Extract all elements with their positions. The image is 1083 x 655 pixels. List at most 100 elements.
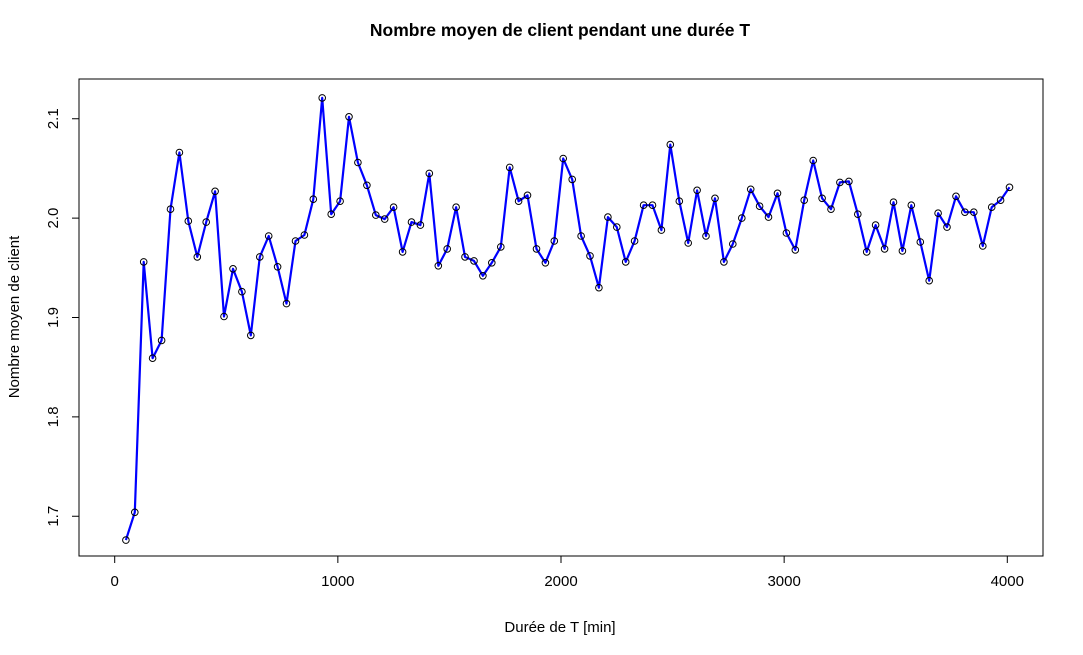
data-point — [675, 197, 684, 205]
data-point — [845, 177, 853, 186]
data-point — [693, 186, 701, 195]
data-point — [621, 258, 630, 266]
data-point — [987, 203, 996, 211]
data-point — [238, 287, 246, 296]
data-point — [256, 253, 264, 261]
data-point — [595, 283, 603, 292]
data-point — [318, 94, 327, 102]
data-point — [729, 240, 737, 248]
data-point — [327, 210, 336, 218]
data-point — [372, 211, 380, 219]
data-point — [220, 312, 228, 321]
data-point — [648, 201, 657, 209]
data-point — [184, 217, 193, 225]
data-point — [970, 208, 978, 216]
data-point — [434, 262, 443, 270]
data-point — [505, 163, 514, 172]
data-point — [461, 253, 469, 261]
data-point — [952, 192, 960, 201]
x-tick-label: 0 — [111, 573, 119, 590]
data-point — [488, 259, 496, 267]
data-point — [836, 178, 844, 187]
data-point — [862, 248, 871, 256]
y-axis-label: Nombre moyen de client — [6, 235, 23, 398]
data-point — [211, 187, 219, 196]
data-point — [827, 205, 835, 213]
data-point — [577, 232, 585, 240]
data-point — [202, 218, 210, 226]
data-point — [291, 237, 300, 245]
chart-title: Nombre moyen de client pendant une durée… — [370, 20, 751, 40]
data-point — [131, 508, 139, 517]
data-point — [782, 229, 791, 237]
data-point — [247, 331, 255, 340]
data-point — [514, 197, 523, 205]
data-point — [166, 205, 175, 213]
data-point — [943, 223, 951, 231]
x-tick-label: 1000 — [321, 573, 354, 590]
data-point — [398, 248, 407, 256]
data-point — [854, 210, 862, 218]
data-point — [479, 272, 487, 280]
data-point — [452, 203, 460, 211]
data-point — [630, 237, 639, 245]
x-tick-label: 3000 — [767, 573, 800, 590]
data-point — [604, 213, 612, 221]
data-point — [148, 354, 157, 363]
data-point — [800, 196, 809, 204]
data-point — [755, 202, 764, 210]
data-point — [720, 258, 728, 266]
y-tick-label: 2.0 — [45, 208, 62, 229]
data-point — [425, 169, 434, 178]
data-point — [880, 245, 889, 253]
data-point — [639, 201, 648, 209]
data-point — [354, 158, 362, 167]
data-point — [809, 156, 818, 165]
data-point — [380, 215, 389, 223]
data-point — [550, 237, 559, 245]
data-point — [773, 189, 782, 198]
data-point — [711, 194, 719, 203]
data-point — [791, 246, 800, 254]
data-point — [764, 213, 773, 221]
data-point — [407, 218, 416, 226]
y-tick-label: 1.8 — [45, 406, 62, 427]
data-point — [309, 195, 318, 203]
data-point — [273, 263, 282, 271]
data-point — [470, 257, 478, 265]
data-point — [416, 221, 425, 229]
data-point — [443, 245, 452, 253]
data-point — [586, 252, 594, 260]
data-point — [907, 201, 916, 209]
data-point — [934, 209, 942, 217]
y-tick-label: 2.1 — [45, 108, 62, 129]
data-point — [157, 336, 166, 345]
data-point — [345, 113, 353, 121]
data-point — [497, 243, 505, 251]
data-point — [300, 231, 309, 239]
data-point — [746, 185, 755, 194]
y-tick-label: 1.9 — [45, 307, 62, 328]
data-point — [541, 259, 550, 267]
data-point — [996, 196, 1005, 204]
series-markers — [122, 94, 1014, 544]
data-point — [139, 258, 148, 266]
y-axis: 1.7 1.8 1.9 2.0 2.1 — [45, 108, 80, 527]
data-point — [916, 238, 925, 246]
data-point — [961, 208, 969, 216]
x-tick-label: 2000 — [544, 573, 577, 590]
data-point — [818, 194, 826, 203]
data-point — [738, 214, 746, 222]
data-point — [363, 181, 371, 190]
x-axis-label: Durée de T [min] — [504, 619, 615, 636]
data-point — [559, 154, 568, 163]
data-point — [1005, 183, 1014, 192]
y-tick-label: 1.7 — [45, 506, 62, 527]
data-point — [898, 247, 907, 255]
data-point — [264, 232, 273, 240]
x-axis: 0 1000 2000 3000 4000 — [111, 555, 1024, 590]
data-point — [523, 191, 532, 200]
data-point — [925, 276, 934, 285]
